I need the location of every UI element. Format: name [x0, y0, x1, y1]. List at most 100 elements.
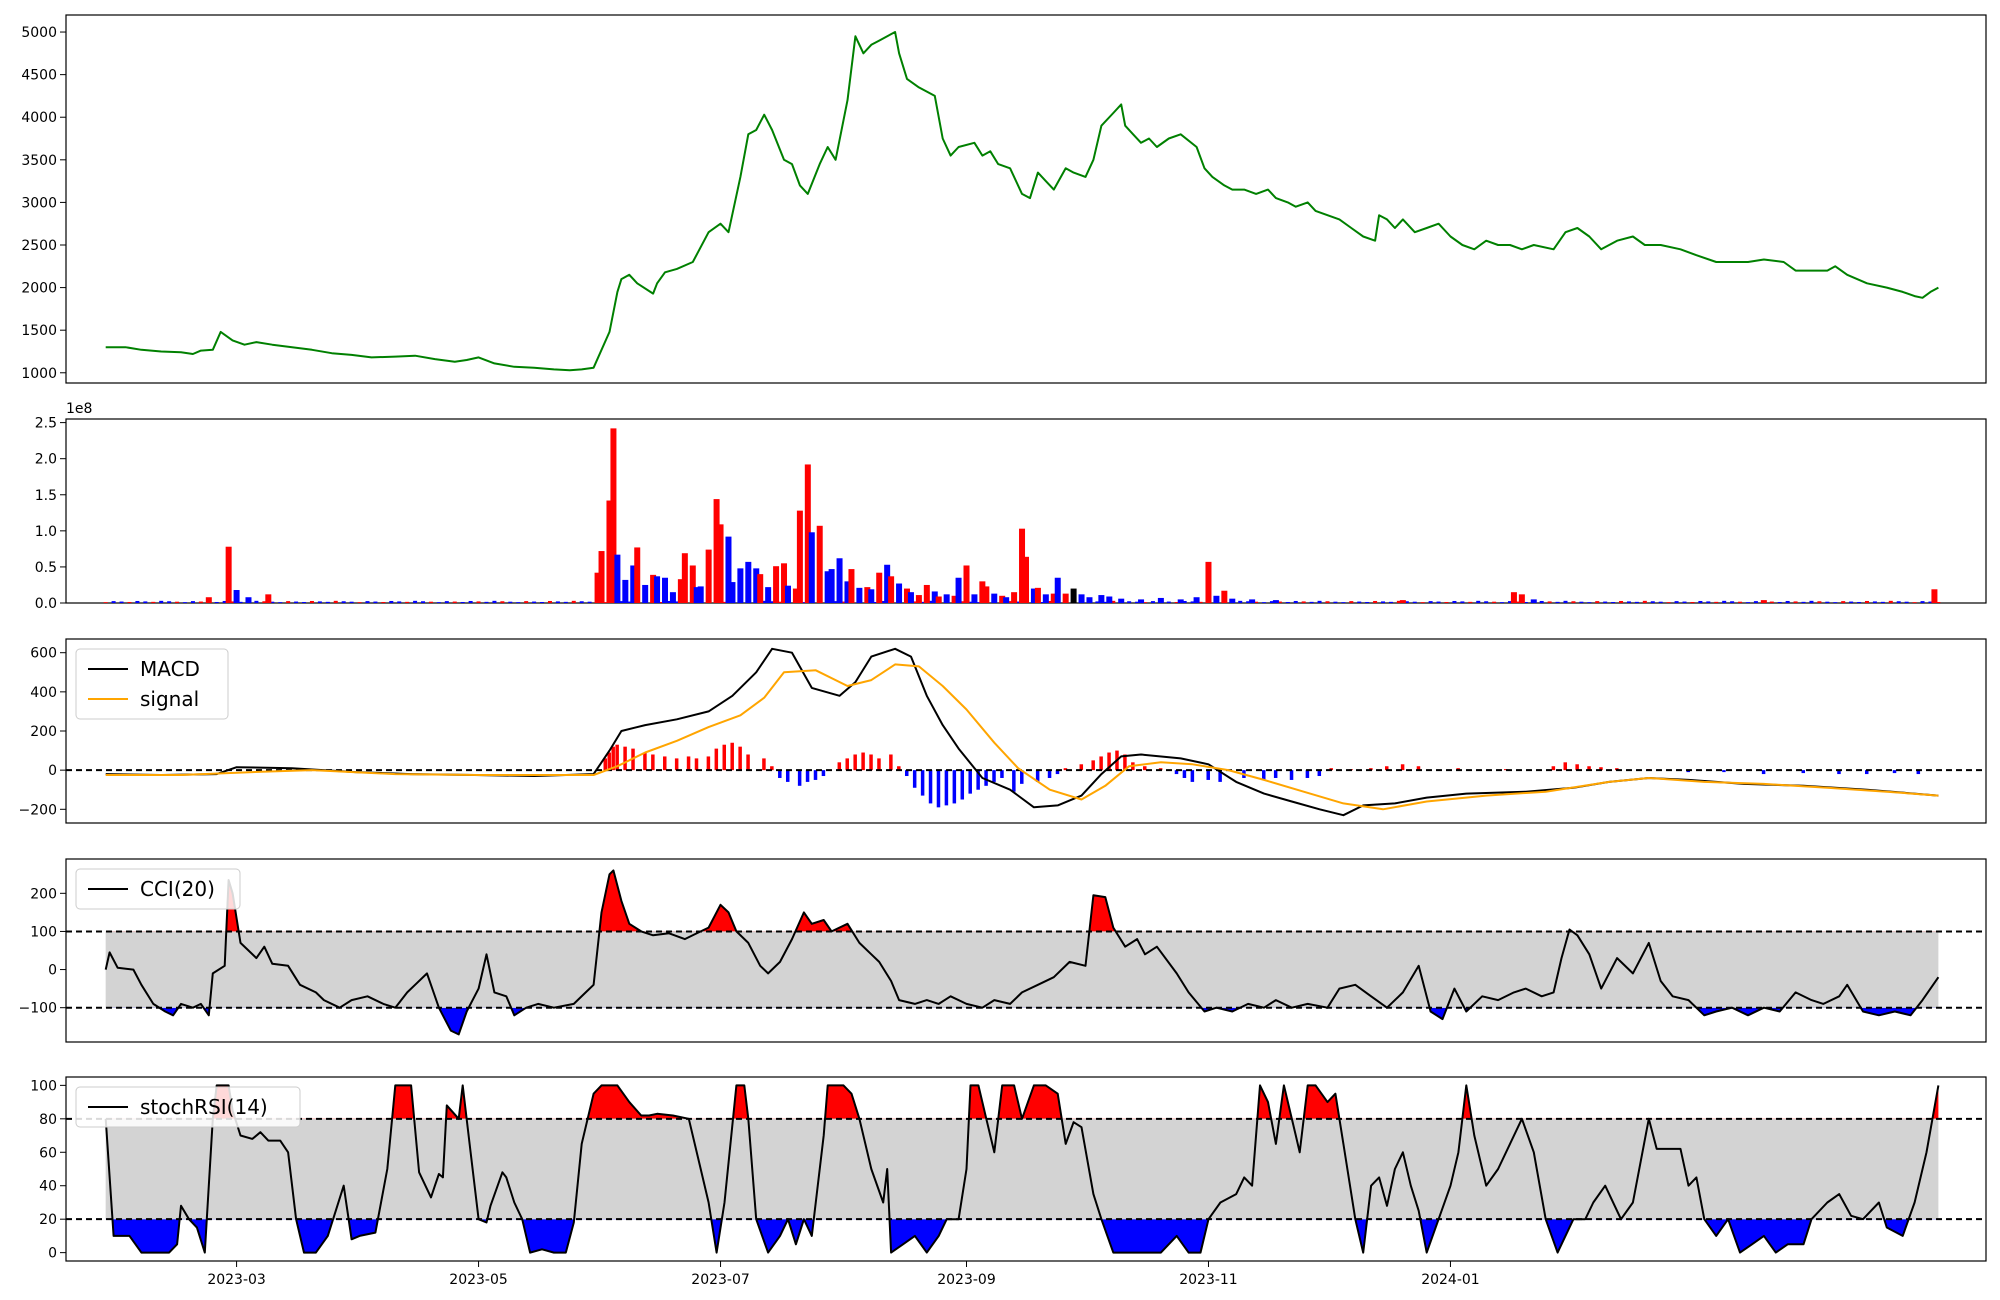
- volume-bar: [484, 601, 489, 603]
- macd-histogram-bar: [1551, 766, 1556, 771]
- macd-histogram-bar: [694, 758, 699, 771]
- volume-bar: [1515, 601, 1520, 603]
- volume-bar: [943, 594, 950, 603]
- volume-bar: [801, 602, 806, 603]
- macd-histogram-bar: [1123, 754, 1127, 771]
- volume-bar: [1285, 601, 1290, 603]
- volume-bar: [302, 601, 307, 603]
- volume-bar: [792, 588, 799, 603]
- volume-bar: [1500, 602, 1505, 603]
- volume-bar: [1198, 601, 1203, 603]
- volume-bar: [119, 601, 124, 603]
- volume-bar: [1272, 600, 1279, 603]
- macd-histogram-bar: [770, 766, 774, 771]
- volume-bar: [468, 600, 473, 603]
- volume-bar: [1579, 601, 1584, 603]
- macd-ytick-label: 600: [30, 646, 57, 662]
- volume-bar: [1254, 601, 1259, 603]
- volume-bar: [705, 549, 712, 603]
- price-ytick-label: 4500: [21, 68, 57, 84]
- volume-ytick-label: 2.0: [35, 452, 57, 468]
- volume-bar: [1745, 602, 1750, 603]
- volume-bar: [923, 584, 930, 603]
- volume-bar: [214, 601, 219, 603]
- macd-histogram-bar: [912, 770, 917, 788]
- macd-histogram-bar: [1055, 770, 1060, 775]
- volume-bar: [143, 601, 148, 603]
- volume-ytick-label: 0.5: [35, 560, 57, 576]
- volume-bar: [1135, 601, 1140, 603]
- volume-bar: [659, 601, 664, 603]
- stochrsi-ytick-label: 40: [39, 1179, 57, 1195]
- volume-bar: [1238, 600, 1243, 603]
- volume-bar: [1127, 601, 1132, 603]
- volume-bar: [294, 601, 299, 603]
- macd-panel-frame: [65, 638, 1987, 824]
- volume-bar: [666, 600, 671, 603]
- volume-bar: [1011, 592, 1018, 603]
- volume-bar: [816, 525, 823, 603]
- macd-legend-label: MACD: [140, 657, 200, 681]
- volume-bar: [903, 588, 910, 603]
- volume-bar: [1650, 601, 1655, 603]
- stochrsi-ytick-label: 80: [39, 1112, 57, 1128]
- volume-bar: [571, 600, 576, 603]
- volume-bar: [1666, 602, 1671, 603]
- volume-bar: [1023, 556, 1029, 603]
- cci-legend-label: CCI(20): [140, 877, 215, 901]
- macd-histogram-bar: [1262, 770, 1266, 780]
- volume-bar: [935, 596, 942, 603]
- volume-bar: [1213, 595, 1220, 603]
- volume-bar: [928, 600, 933, 603]
- volume-bar: [770, 601, 775, 603]
- volume-bar: [1595, 601, 1600, 603]
- volume-bar: [555, 601, 560, 603]
- volume-bar: [642, 584, 649, 603]
- macd-histogram-bar: [706, 756, 711, 771]
- macd-series-MACD: [105, 647, 1939, 817]
- volume-bar: [1452, 600, 1457, 603]
- macd-histogram-bar: [1079, 764, 1084, 771]
- volume-bar: [674, 601, 679, 603]
- volume-bar: [669, 592, 676, 603]
- volume-bar: [1492, 601, 1497, 603]
- macd-histogram-bar: [904, 770, 909, 777]
- volume-bar: [999, 595, 1006, 603]
- cci-panel-frame: [65, 858, 1987, 1043]
- volume-bar: [262, 601, 267, 603]
- volume-bar: [1444, 601, 1449, 603]
- volume-bar: [1603, 601, 1608, 603]
- volume-bar: [1229, 598, 1236, 603]
- volume-bar: [524, 601, 529, 603]
- volume-bar: [1399, 600, 1406, 603]
- volume-bar: [627, 601, 632, 603]
- volume-bar: [1182, 600, 1187, 603]
- volume-bar: [745, 561, 752, 603]
- volume-bar: [1539, 600, 1544, 603]
- volume-bar: [373, 601, 378, 603]
- price-line: [105, 31, 1939, 372]
- macd-histogram-bar: [920, 770, 925, 796]
- volume-ytick-label: 1.0: [35, 524, 57, 540]
- volume-bar: [532, 601, 537, 603]
- volume-bar: [1412, 601, 1417, 603]
- price-ytick-label: 2500: [21, 238, 57, 254]
- volume-bar: [1555, 601, 1560, 603]
- stochrsi-ytick-label: 20: [39, 1212, 57, 1228]
- volume-bar: [1642, 600, 1647, 603]
- stochrsi-legend: [75, 1086, 301, 1128]
- macd-histogram-bar: [897, 766, 901, 771]
- volume-bar: [757, 574, 764, 603]
- volume-bar: [516, 602, 521, 603]
- volume-bar: [1193, 597, 1200, 603]
- stochrsi-ytick-label: 100: [30, 1078, 57, 1094]
- volume-bar: [1034, 587, 1041, 603]
- macd-histogram-bar: [877, 758, 881, 771]
- volume-bar: [693, 587, 700, 603]
- volume-bar: [1357, 601, 1362, 603]
- volume-bar: [951, 595, 958, 603]
- x-tick-label: 2023-05: [449, 1272, 508, 1288]
- volume-bar: [508, 601, 513, 603]
- volume-bar: [804, 464, 811, 603]
